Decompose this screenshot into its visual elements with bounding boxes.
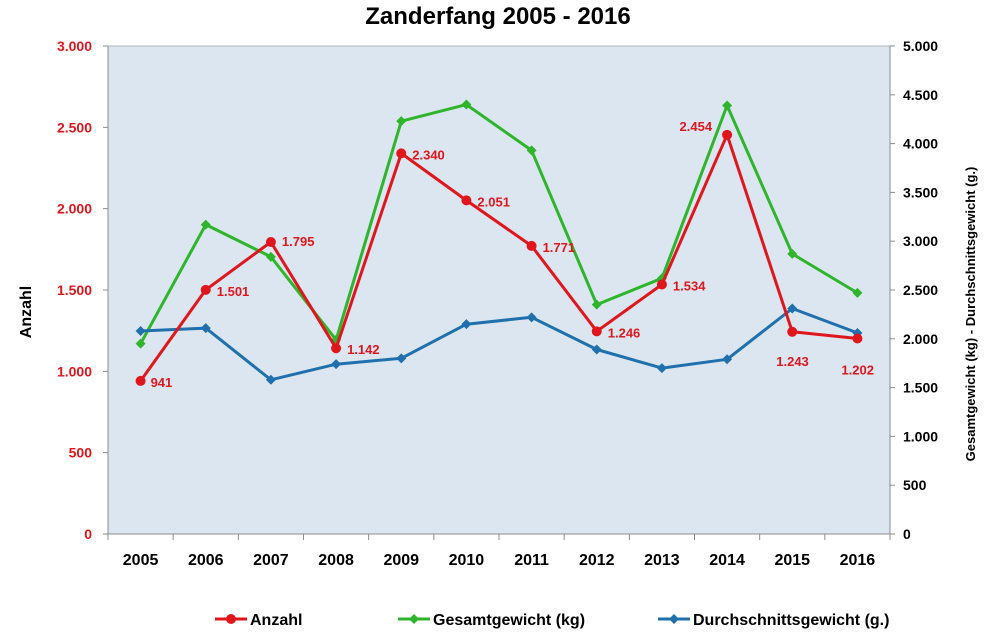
data-label-anzahl: 1.501 xyxy=(217,284,250,299)
data-point-durchschnittsgewicht-g xyxy=(461,319,472,330)
data-point-anzahl xyxy=(135,375,146,386)
x-tick-label: 2011 xyxy=(514,552,549,569)
data-point-gesamtgewicht-kg xyxy=(852,287,863,298)
legend-marker-durchschnittsgewicht-g xyxy=(669,614,679,624)
legend: Anzahl Gesamtgewicht (kg) Durchschnittsgew… xyxy=(215,612,889,629)
x-tick-label: 2014 xyxy=(709,552,745,569)
x-tick-label: 2005 xyxy=(123,552,159,569)
data-label-anzahl: 941 xyxy=(151,375,173,390)
y-tick-label-right: 500 xyxy=(903,477,927,493)
y-tick-label-left: 3.000 xyxy=(57,38,92,54)
x-tick-label: 2015 xyxy=(774,552,810,569)
y-tick-label-right: 5.000 xyxy=(903,38,938,54)
data-point-durchschnittsgewicht-g xyxy=(722,354,733,365)
data-point-gesamtgewicht-kg xyxy=(200,219,211,230)
y-tick-label-right: 0 xyxy=(903,526,911,542)
data-point-durchschnittsgewicht-g xyxy=(135,325,146,336)
legend-label-gesamtgewicht-kg: Gesamtgewicht (kg) xyxy=(433,612,585,629)
y-axis-right: 0 500 1.000 1.500 2.000 2.500 3.000 3.500 4.000 4… xyxy=(889,38,938,542)
series-line-anzahl xyxy=(139,133,858,382)
x-axis: 2005 2006 2007 2008 2009 2010 2011 2012 2013 2014… xyxy=(107,533,891,569)
y-tick-label-left: 1.500 xyxy=(57,282,92,298)
data-point-durchschnittsgewicht-g xyxy=(265,374,276,385)
data-label-anzahl: 1.246 xyxy=(608,325,641,340)
y-axis-label-right: Gesamtgewicht (kg) - Durchschnittsgewich… xyxy=(963,167,978,462)
data-label-anzahl: 2.340 xyxy=(412,147,445,162)
data-label-anzahl: 1.202 xyxy=(841,362,874,377)
x-tick-label: 2013 xyxy=(644,552,680,569)
legend-label-anzahl: Anzahl xyxy=(250,612,302,629)
data-point-anzahl xyxy=(722,129,733,140)
x-tick-label: 2007 xyxy=(253,552,289,569)
y-tick-label-right: 3.000 xyxy=(903,233,938,249)
data-point-gesamtgewicht-kg xyxy=(722,100,733,111)
y-tick-label-right: 2.000 xyxy=(903,331,938,347)
data-point-durchschnittsgewicht-g xyxy=(591,344,602,355)
data-point-durchschnittsgewicht-g xyxy=(331,359,342,370)
x-tick-label: 2016 xyxy=(840,552,876,569)
data-point-anzahl xyxy=(526,240,537,251)
data-label-anzahl: 1.142 xyxy=(347,342,380,357)
x-tick-label: 2010 xyxy=(449,552,485,569)
data-label-anzahl: 1.795 xyxy=(282,234,315,249)
y-tick-label-left: 1.000 xyxy=(57,363,92,379)
data-labels: 941 1.501 1.795 1.142 2.340 2.051 1.771 1.246 1.… xyxy=(151,119,874,390)
y-tick-label-left: 2.000 xyxy=(57,201,92,217)
data-point-durchschnittsgewicht-g xyxy=(526,312,537,323)
y-tick-label-right: 1.500 xyxy=(903,380,938,396)
y-tick-label-left: 500 xyxy=(69,445,93,461)
data-point-gesamtgewicht-kg xyxy=(265,251,276,262)
data-label-anzahl: 2.051 xyxy=(477,194,510,209)
data-point-gesamtgewicht-kg xyxy=(461,99,472,110)
data-point-anzahl xyxy=(591,326,602,337)
y-tick-label-right: 4.500 xyxy=(903,87,938,103)
data-point-anzahl xyxy=(787,326,798,337)
x-tick-label: 2012 xyxy=(579,552,615,569)
y-tick-label-right: 1.000 xyxy=(903,428,938,444)
data-point-gesamtgewicht-kg xyxy=(135,338,146,349)
data-point-anzahl xyxy=(396,148,407,159)
data-label-anzahl: 1.243 xyxy=(776,354,809,369)
data-point-anzahl xyxy=(852,333,863,344)
legend-label-durchschnittsgewicht-g: Durchschnittsgewicht (g.) xyxy=(693,612,889,629)
data-point-gesamtgewicht-kg xyxy=(526,145,537,156)
data-point-anzahl xyxy=(461,195,472,206)
y-tick-label-left: 2.500 xyxy=(57,119,92,135)
data-point-durchschnittsgewicht-g xyxy=(787,303,798,314)
data-point-gesamtgewicht-kg xyxy=(591,299,602,310)
data-point-durchschnittsgewicht-g xyxy=(396,353,407,364)
data-point-anzahl xyxy=(656,279,667,290)
y-tick-label-right: 2.500 xyxy=(903,282,938,298)
data-point-anzahl xyxy=(200,284,211,295)
series-layer xyxy=(135,99,863,386)
y-tick-label-left: 0 xyxy=(84,526,92,542)
data-point-durchschnittsgewicht-g xyxy=(656,363,667,374)
data-point-anzahl xyxy=(265,237,276,248)
chart-title: Zanderfang 2005 - 2016 xyxy=(365,3,630,30)
data-point-gesamtgewicht-kg xyxy=(396,116,407,127)
x-tick-label: 2006 xyxy=(188,552,224,569)
data-label-anzahl: 1.534 xyxy=(673,278,706,293)
data-point-anzahl xyxy=(331,343,342,354)
y-tick-label-right: 3.500 xyxy=(903,184,938,200)
y-axis-left: 0 500 1.000 1.500 2.000 2.500 3.000 xyxy=(57,38,109,542)
data-point-gesamtgewicht-kg xyxy=(787,248,798,259)
legend-marker-gesamtgewicht-kg xyxy=(409,614,419,624)
data-label-anzahl: 1.771 xyxy=(543,240,576,255)
series-line-durchschnittsgewicht-g xyxy=(140,307,858,382)
y-axis-label-left: Anzahl xyxy=(18,286,35,338)
y-tick-label-right: 4.000 xyxy=(903,136,938,152)
legend-marker-anzahl xyxy=(226,614,236,624)
data-label-anzahl: 2.454 xyxy=(680,119,713,134)
x-tick-label: 2009 xyxy=(383,552,419,569)
x-tick-label: 2008 xyxy=(318,552,354,569)
data-point-durchschnittsgewicht-g xyxy=(200,323,211,334)
